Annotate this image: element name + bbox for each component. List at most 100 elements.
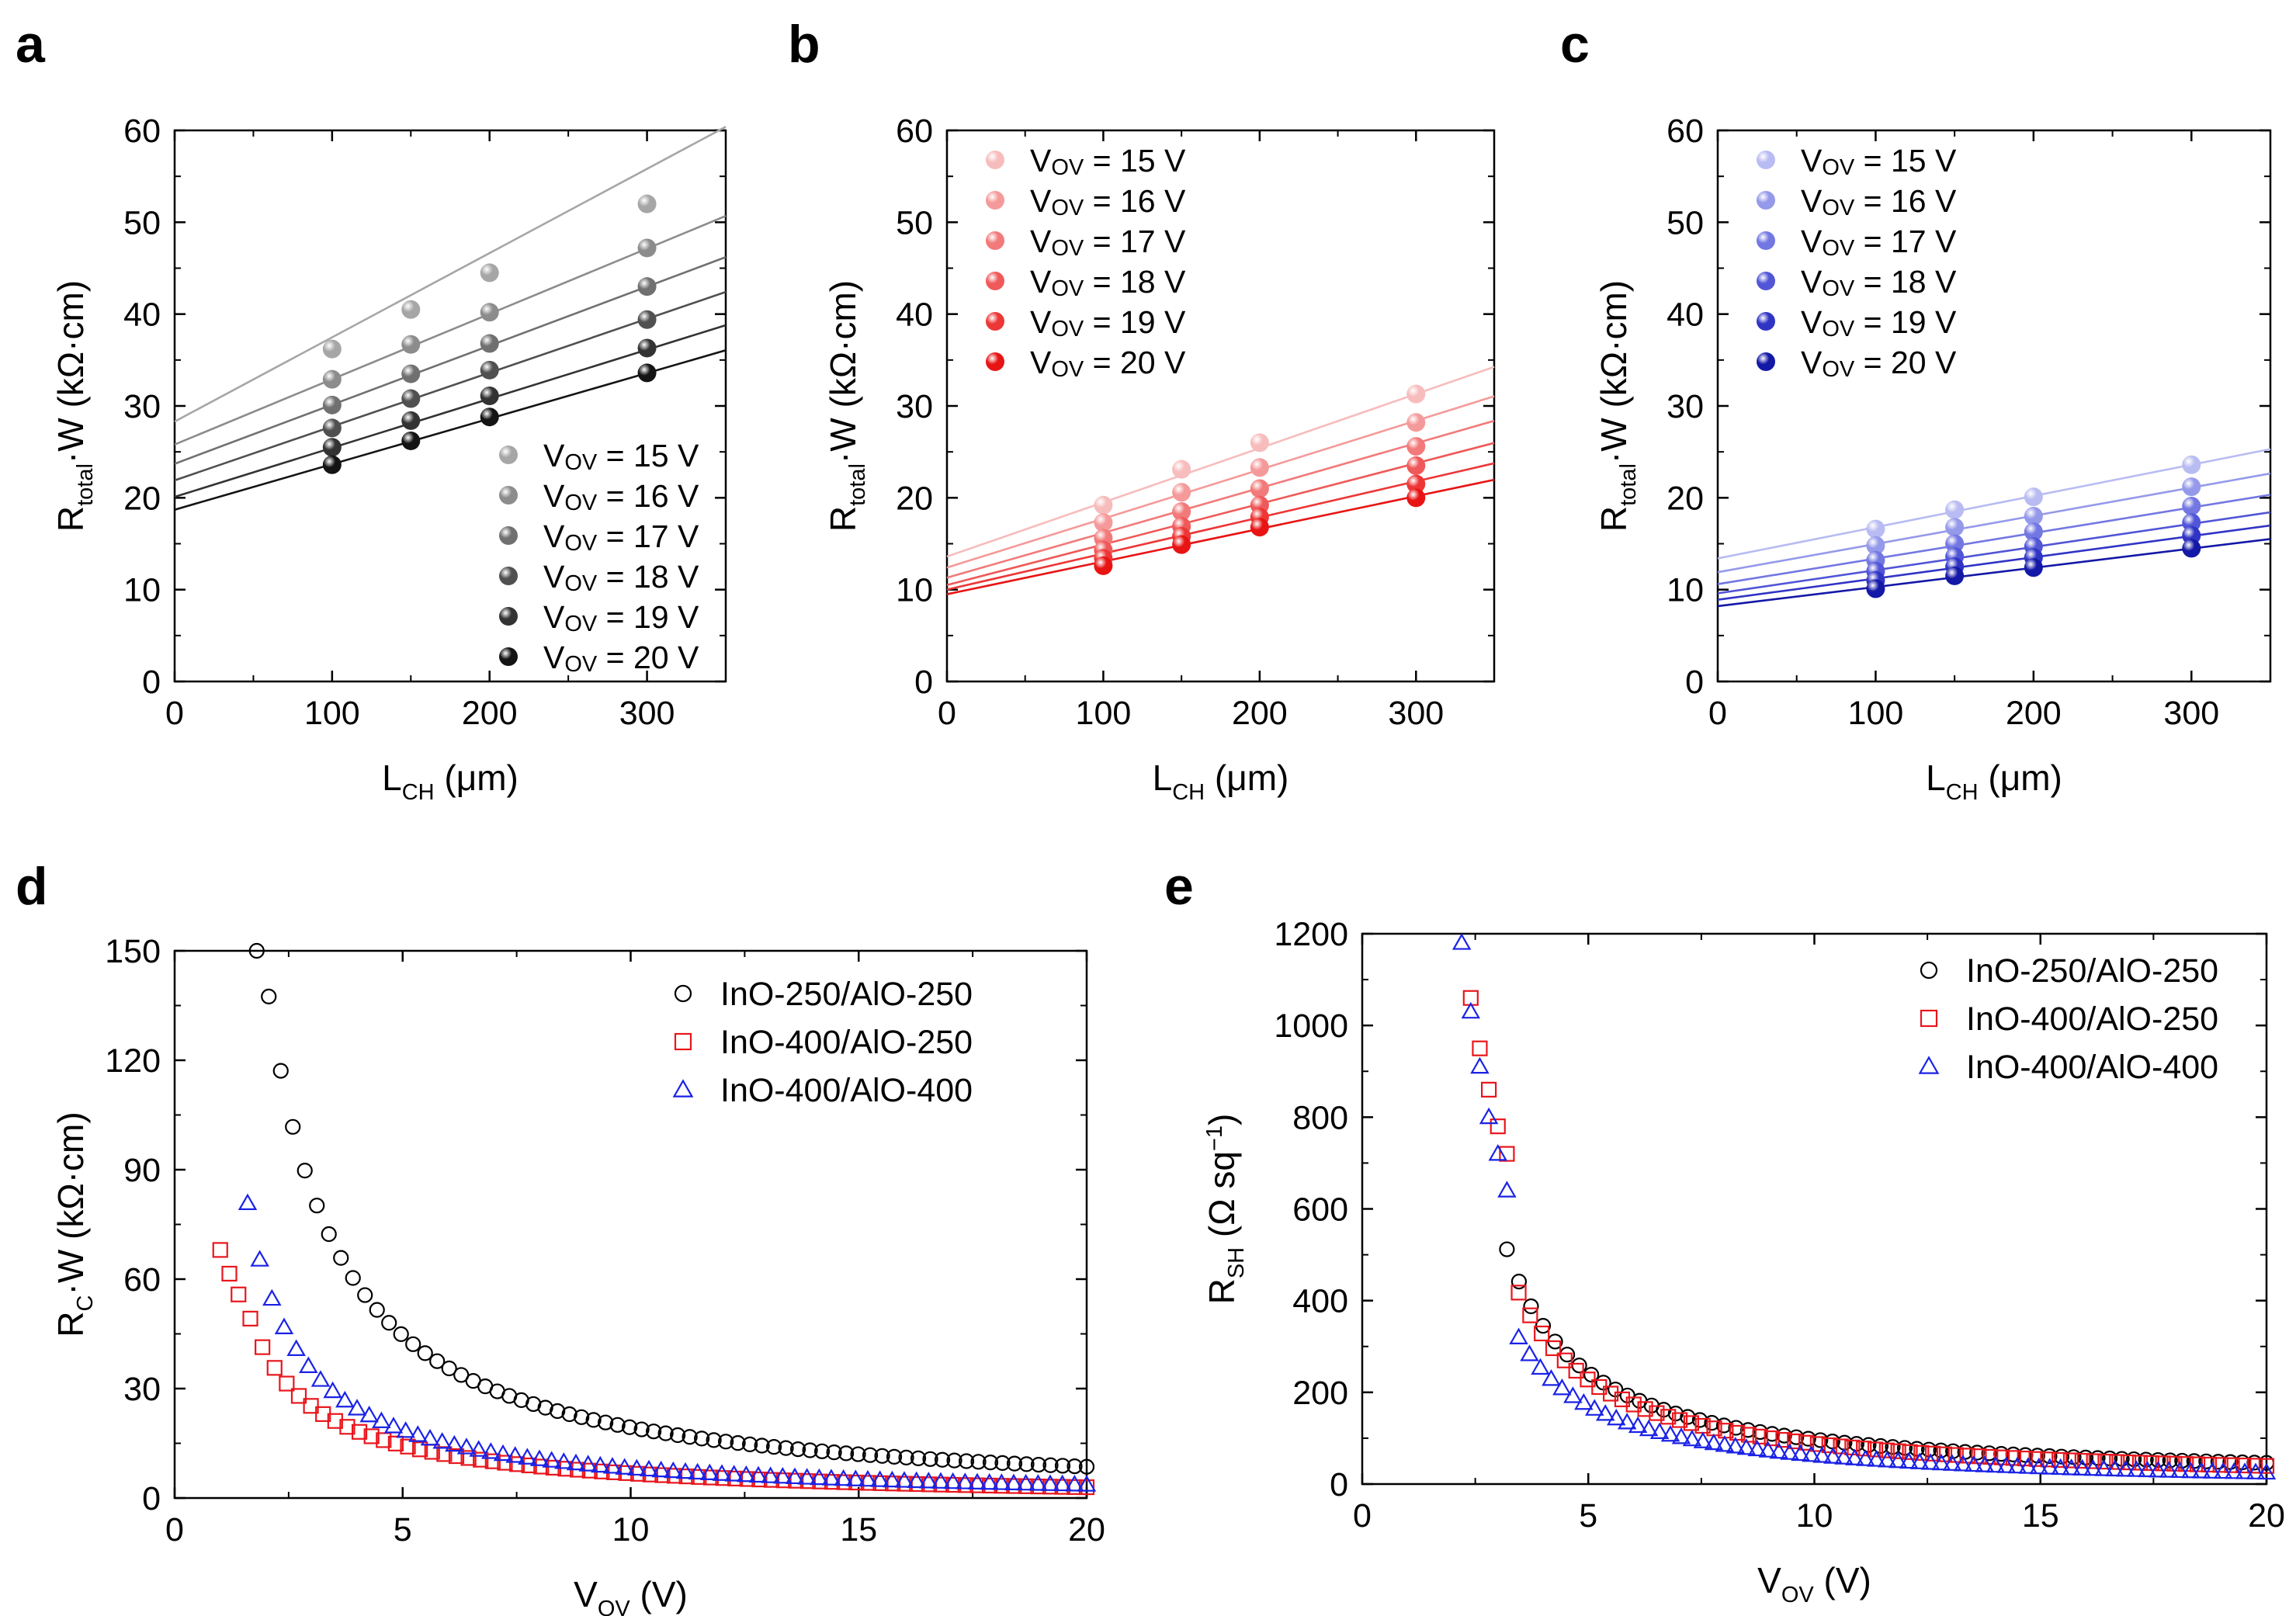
data-point: [1406, 384, 1426, 404]
x-tick-label: 20: [1068, 1511, 1105, 1548]
y-tick-label: 600: [1292, 1191, 1348, 1229]
y-tick-label: 20: [896, 480, 933, 517]
data-point: [2182, 477, 2201, 497]
data-point: [480, 334, 499, 353]
legend-prefix: V: [543, 559, 565, 595]
fit-line: [174, 349, 727, 511]
data-point: [303, 1398, 319, 1414]
x-tick-label: 10: [1796, 1497, 1833, 1535]
data-point: [1752, 1428, 1768, 1444]
y-tick-label: 10: [123, 572, 161, 609]
legend-marker: [1757, 272, 1775, 290]
legend-label: VOV = 18 V: [543, 559, 699, 596]
data-point: [2224, 1462, 2244, 1479]
data-point: [242, 1310, 258, 1326]
data-point: [1571, 1358, 1587, 1374]
legend-value: 20: [1891, 345, 1927, 380]
data-point: [393, 1326, 409, 1342]
data-point: [886, 1448, 903, 1465]
data-point: [221, 1265, 238, 1282]
fit-line: [946, 442, 1495, 587]
data-point: [335, 1390, 355, 1408]
data-point: [1682, 1429, 1702, 1447]
data-point: [1704, 1433, 1724, 1451]
data-point: [505, 1446, 525, 1463]
panel-a: a 0 100 200 300 0 10 20 30 40 50 60 LCH (μm) Rtotal·W…: [16, 15, 727, 805]
data-point: [279, 1375, 295, 1392]
data-point: [1556, 1352, 1573, 1368]
legend-marker: [1918, 1056, 1940, 1074]
data-point: [657, 1425, 674, 1441]
panel-letter: c: [1560, 15, 1590, 74]
fit-line: [946, 395, 1495, 569]
data-point: [473, 1451, 489, 1468]
data-point: [566, 1453, 586, 1471]
data-point: [2159, 1461, 2179, 1478]
data-point: [561, 1406, 577, 1423]
legend-sub: OV: [1822, 236, 1855, 261]
data-point: [1867, 1441, 1884, 1458]
data-point: [1888, 1451, 1908, 1469]
y-axis-label: Rtotal·W (kΩ·cm): [823, 280, 870, 532]
data-point: [761, 1466, 780, 1483]
data-point: [1078, 1458, 1095, 1475]
data-point: [1693, 1431, 1713, 1448]
data-point: [351, 1424, 368, 1440]
legend-sub: OV: [1822, 155, 1855, 180]
data-point: [958, 1453, 975, 1469]
data-point: [1250, 479, 1269, 498]
y-tick-label: 400: [1292, 1283, 1348, 1320]
data-point: [591, 1455, 610, 1473]
data-point: [1899, 1451, 1919, 1469]
data-point: [802, 1442, 818, 1458]
data-point: [432, 1432, 452, 1449]
y-label-sub: SH: [1224, 1247, 1249, 1278]
data-point: [1821, 1437, 1837, 1454]
data-point: [2182, 455, 2201, 474]
data-point: [401, 431, 421, 450]
data-point: [1552, 1378, 1572, 1396]
data-point: [1764, 1430, 1780, 1447]
data-point: [1499, 1241, 1515, 1257]
fit-line: [1717, 538, 2271, 608]
data-point: [1510, 1285, 1527, 1301]
legend-eq: =: [1854, 224, 1891, 259]
data-point: [518, 1448, 537, 1465]
legend-marker: [1920, 961, 1938, 980]
x-tick-label: 300: [2163, 695, 2219, 732]
data-point: [1715, 1435, 1735, 1452]
data-point: [1769, 1441, 1788, 1459]
y-label-unit: ·W (kΩ·cm): [50, 280, 91, 463]
legend-unit: V: [669, 559, 699, 595]
data-point: [401, 389, 421, 408]
data-point: [405, 1336, 421, 1352]
data-point: [742, 1436, 758, 1452]
data-point: [646, 1424, 662, 1440]
legend-value: 15: [1891, 143, 1927, 179]
data-point: [980, 1472, 999, 1490]
legend-unit: V: [1156, 143, 1186, 179]
x-tick-label: 100: [1848, 695, 1904, 732]
data-point: [637, 238, 657, 258]
legend-label: VOV = 18 V: [1030, 264, 1186, 301]
y-tick-label: 60: [123, 1261, 161, 1299]
data-point: [1931, 1453, 1951, 1471]
legend-prefix: V: [543, 599, 565, 635]
data-point: [682, 1429, 698, 1445]
legend-sub: OV: [1051, 236, 1084, 261]
legend-prefix: V: [1801, 264, 1823, 300]
data-point: [2040, 1458, 2059, 1475]
data-point: [290, 1388, 307, 1404]
data-point: [2083, 1458, 2103, 1476]
data-point: [1945, 566, 1965, 585]
data-point: [627, 1458, 647, 1476]
legend-label: InO-250/AlO-250: [1966, 952, 2218, 990]
y-tick-label: 0: [914, 664, 933, 701]
x-axis-label: VOV (V): [574, 1574, 688, 1616]
data-point: [1066, 1458, 1083, 1475]
x-tick-label: 15: [2022, 1497, 2059, 1535]
legend-marker: [986, 352, 1004, 371]
data-point: [691, 1469, 707, 1485]
